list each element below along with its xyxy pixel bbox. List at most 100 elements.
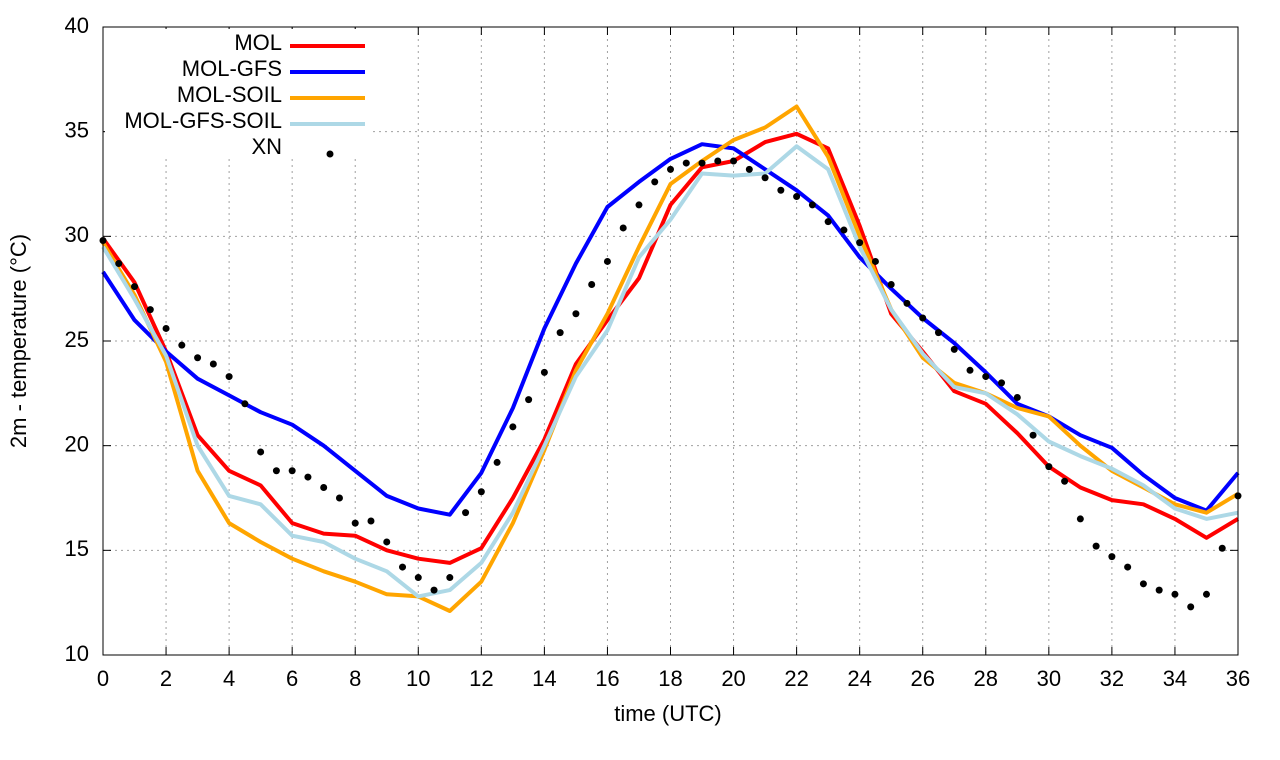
data-point (777, 186, 785, 194)
data-point (1124, 563, 1132, 571)
data-point (525, 396, 533, 404)
data-point (131, 283, 139, 291)
data-point (146, 306, 154, 314)
x-tick-label: 10 (406, 666, 430, 691)
x-tick-label: 22 (784, 666, 808, 691)
data-point (351, 519, 359, 527)
data-point (304, 473, 312, 481)
legend-label: MOL-GFS-SOIL (124, 108, 282, 133)
series-line (101, 104, 1240, 613)
data-point (840, 226, 848, 234)
data-point (761, 174, 769, 182)
data-point (919, 314, 927, 322)
data-point (462, 509, 470, 517)
data-point (430, 586, 438, 594)
data-point (966, 366, 974, 374)
data-point (1061, 477, 1069, 485)
data-point (1076, 515, 1084, 523)
data-point (1202, 590, 1210, 598)
y-tick-label: 10 (65, 641, 89, 666)
data-point (1187, 603, 1195, 611)
data-point (257, 448, 265, 456)
x-tick-label: 14 (532, 666, 556, 691)
x-tick-label: 32 (1100, 666, 1124, 691)
legend-box (105, 29, 370, 159)
data-point (540, 368, 548, 376)
data-point (588, 280, 596, 288)
x-tick-label: 26 (910, 666, 934, 691)
x-tick-label: 12 (469, 666, 493, 691)
y-tick-label: 40 (65, 13, 89, 38)
y-tick-label: 35 (65, 117, 89, 142)
data-point (272, 467, 280, 475)
series-line (101, 131, 1240, 565)
data-point (493, 458, 501, 466)
legend-label: MOL-GFS (182, 56, 282, 81)
data-point (1029, 431, 1037, 439)
data-point (982, 373, 990, 381)
x-tick-label: 36 (1226, 666, 1250, 691)
data-point (572, 310, 580, 318)
data-point (1139, 580, 1147, 588)
legend-label: XN (251, 134, 282, 159)
data-point (603, 257, 611, 265)
data-point (383, 538, 391, 546)
data-point (745, 165, 753, 173)
data-point (446, 574, 454, 582)
x-tick-label: 30 (1037, 666, 1061, 691)
y-tick-label: 20 (65, 431, 89, 456)
data-point (698, 159, 706, 167)
data-point (903, 299, 911, 307)
y-axis-label: 2m - temperature (°C) (6, 234, 31, 448)
y-tick-label: 25 (65, 327, 89, 352)
data-point (934, 329, 942, 337)
data-point (824, 218, 832, 226)
data-point (162, 324, 170, 332)
data-point (399, 563, 407, 571)
data-point (619, 224, 627, 232)
data-point (178, 341, 186, 349)
x-tick-label: 28 (974, 666, 998, 691)
data-point (651, 178, 659, 186)
data-point (1092, 542, 1100, 550)
data-point (667, 165, 674, 173)
data-point (335, 494, 343, 502)
data-point (1045, 463, 1053, 471)
legend-swatch (326, 150, 334, 158)
data-point (509, 423, 517, 431)
data-point (1218, 544, 1226, 552)
data-point (225, 373, 233, 381)
data-point (871, 257, 879, 265)
data-point (1108, 553, 1116, 561)
data-point (1013, 394, 1021, 402)
data-point (320, 484, 328, 492)
data-point (241, 400, 249, 408)
x-tick-label: 6 (286, 666, 298, 691)
legend-label: MOL-SOIL (177, 82, 282, 107)
data-point (288, 467, 296, 475)
data-point (856, 239, 864, 247)
data-point (730, 157, 738, 165)
data-point (1171, 590, 1179, 598)
data-point (998, 379, 1006, 387)
x-axis-label: time (UTC) (614, 701, 722, 726)
data-point (115, 260, 123, 268)
data-point (793, 193, 801, 201)
data-point (367, 517, 375, 525)
data-point (714, 157, 722, 165)
data-point (414, 574, 422, 582)
data-point (887, 280, 895, 288)
x-tick-label: 18 (658, 666, 682, 691)
plot-border (102, 26, 1239, 656)
data-point (194, 354, 202, 362)
legend-label: MOL (234, 30, 282, 55)
x-tick-label: 0 (97, 666, 109, 691)
y-tick-label: 15 (65, 536, 89, 561)
data-point (808, 201, 816, 209)
x-tick-label: 20 (721, 666, 745, 691)
y-tick-label: 30 (65, 222, 89, 247)
x-tick-label: 4 (223, 666, 235, 691)
x-tick-label: 8 (349, 666, 361, 691)
x-tick-label: 24 (847, 666, 871, 691)
